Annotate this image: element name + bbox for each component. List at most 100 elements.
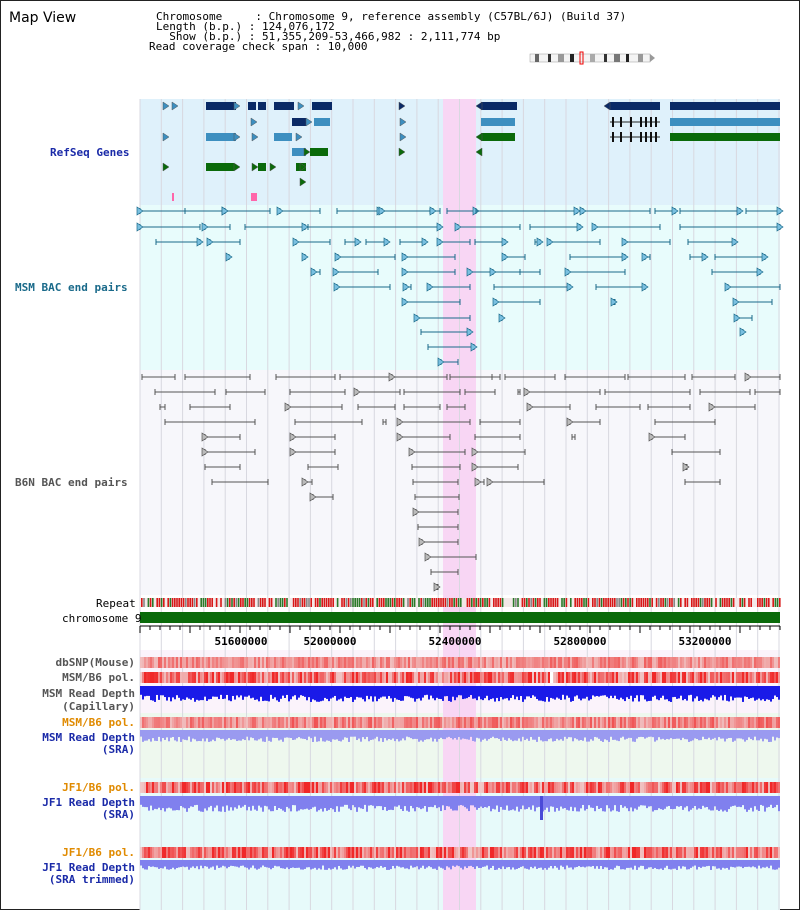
jf1-depth-sra-bar (358, 796, 360, 808)
msm-b6-pol-sra-heat (636, 717, 638, 728)
jf1-b6-pol-2-heat (208, 847, 210, 858)
jf1-depth-trimmed-bar (414, 860, 416, 868)
msm-depth-capillary-bar (642, 686, 644, 696)
msm-b6-pol-heat (256, 672, 258, 683)
gene-block (481, 118, 515, 126)
repeat-element (563, 598, 565, 607)
jf1-b6-pol-heat (708, 782, 710, 793)
jf1-depth-trimmed-bar (402, 860, 404, 868)
msm-b6-pol-heat (542, 672, 544, 683)
dbsnp-heat (652, 657, 654, 668)
depth-spike (540, 796, 543, 820)
msm-depth-sra-bar (190, 730, 192, 742)
dbsnp-heat (688, 657, 690, 668)
repeat-element (669, 598, 671, 607)
jf1-b6-pol-2-heat (152, 847, 154, 858)
refseq-genes-label[interactable]: RefSeq Genes (50, 146, 130, 159)
dbsnp-heat (770, 657, 772, 668)
msm-depth-capillary-bar (478, 686, 480, 697)
msm-depth-sra-bar (530, 730, 532, 737)
jf1-depth-trimmed-bar (242, 860, 244, 866)
msm-b6-pol-heat (678, 672, 680, 683)
jf1-b6-pol-heat (150, 782, 152, 793)
repeat-element (321, 598, 323, 607)
repeat-element (233, 598, 235, 607)
msm-depth-capillary-bar (348, 686, 350, 699)
msm-b6-pol-heat (390, 672, 392, 683)
jf1-b6-pol-heat (536, 782, 538, 793)
jf1-b6-pol-heat (172, 782, 174, 793)
msm-b6-pol-heat (336, 672, 338, 683)
msm-b6-pol-heat (770, 672, 772, 683)
jf1-depth-trimmed-bar (442, 860, 444, 869)
jf1-b6-pol-heat (474, 782, 476, 793)
dbsnp-heat (428, 657, 430, 668)
jf1-depth-sra-bar (646, 796, 648, 809)
jf1-b6-pol-heat (472, 782, 474, 793)
repeat-element (207, 598, 209, 607)
msm-b6-pol-heat (398, 672, 400, 683)
msm-depth-capillary-bar (520, 686, 522, 697)
gene-strand-arrow (162, 101, 170, 111)
jf1-depth-sra-bar (252, 796, 254, 806)
jf1-depth-trimmed-bar (302, 860, 304, 870)
msm-b6-pol-sra-heat (298, 717, 300, 728)
bac-end-arrow (201, 432, 209, 442)
jf1-b6-pol-heat (194, 782, 196, 793)
msm-depth-capillary-bar (750, 686, 752, 699)
msm-depth-capillary-bar (206, 686, 208, 701)
msm-depth-capillary-bar (498, 686, 500, 702)
jf1-depth-sra-bar (192, 796, 194, 807)
bac-end-arrow (354, 237, 362, 247)
jf1-b6-pol-heat (654, 782, 656, 793)
jf1-depth-trimmed-bar (594, 860, 596, 869)
jf1-depth-sra-bar (440, 796, 442, 812)
jf1-b6-pol-heat (488, 782, 490, 793)
jf1-depth-trimmed-bar (150, 860, 152, 867)
bac-end-arrow (492, 297, 500, 307)
jf1-depth-trimmed-bar (220, 860, 222, 868)
dbsnp-heat (170, 657, 172, 668)
jf1-depth-sra-bar (538, 796, 540, 807)
msm-b6-pol-heat (346, 672, 348, 683)
msm-b6-pol-sra-heat (310, 717, 312, 728)
dbsnp-heat (572, 657, 574, 668)
msm-bac-label[interactable]: MSM BAC end pairs (15, 281, 128, 294)
msm-b6-pol-heat (314, 672, 316, 683)
jf1-b6-pol-2-heat (194, 847, 196, 858)
msm-b6-pol-sra-heat (304, 717, 306, 728)
msm-b6-pol-sra-heat (602, 717, 604, 728)
bac-end-arrow (756, 267, 764, 277)
repeat-element (460, 598, 462, 607)
msm-depth-capillary-bar (150, 686, 152, 701)
jf1-depth-trimmed-bar (344, 860, 346, 870)
msm-depth-capillary-bar (356, 686, 358, 697)
msm-depth-capillary-bar (376, 686, 378, 702)
jf1-depth-sra-bar (200, 796, 202, 812)
msm-depth-capillary-bar (624, 686, 626, 702)
msm-b6-pol-sra-heat (456, 717, 458, 728)
length-info: Length (b.p.) : 124,076,172 (156, 20, 335, 33)
jf1-depth-sra-bar (588, 796, 590, 806)
jf1-depth-trimmed-bar (570, 860, 572, 868)
dbsnp-heat (228, 657, 230, 668)
b6n-bac-label[interactable]: B6N BAC end pairs (15, 476, 128, 489)
jf1-b6-pol-2-heat (566, 847, 568, 858)
msm-b6-pol-heat (562, 672, 564, 683)
jf1-b6-pol-heat (496, 782, 498, 793)
jf1-depth-sra-bar (346, 796, 348, 805)
msm-depth-sra-bar (258, 730, 260, 740)
jf1-depth-sra-bar (438, 796, 440, 808)
jf1-b6-pol-heat (608, 782, 610, 793)
dbsnp-heat (452, 657, 454, 668)
dbsnp-heat (390, 657, 392, 668)
repeat-element (614, 598, 616, 607)
jf1-b6-pol-2-heat (180, 847, 182, 858)
msm-depth-sra-bar (660, 730, 662, 740)
repeat-element (328, 598, 330, 607)
jf1-depth-sra-bar (288, 796, 290, 809)
msm-depth-capillary-bar (334, 686, 336, 696)
jf1-b6-pol-2-heat (644, 847, 646, 858)
msm-depth-sra-bar (644, 730, 646, 739)
